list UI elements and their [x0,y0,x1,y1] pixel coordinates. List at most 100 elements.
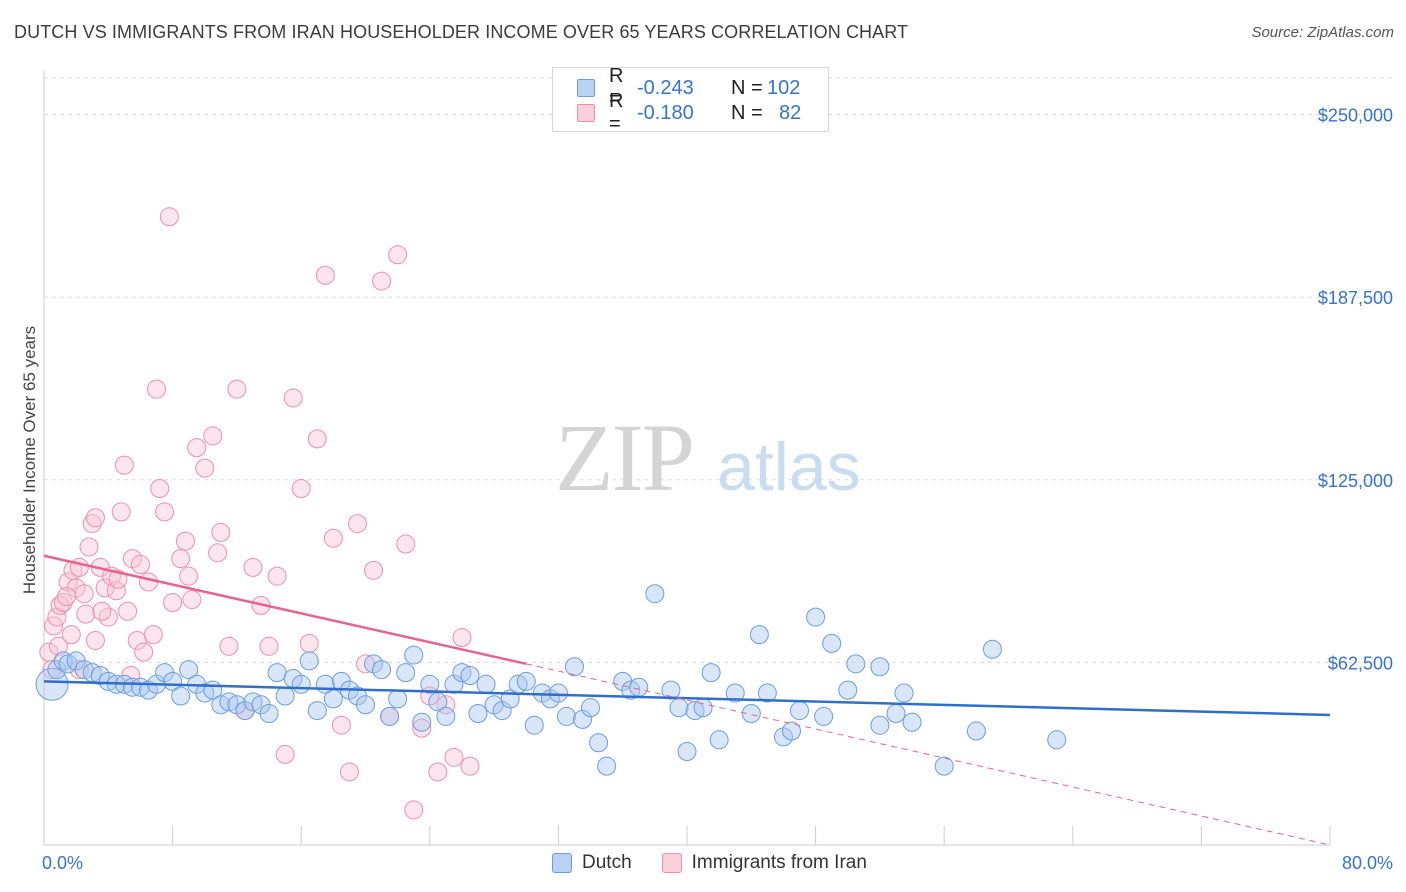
dutch-point [372,660,392,680]
iran-point [111,502,131,522]
iran-point [147,379,167,399]
dutch-point [323,689,343,709]
dutch-point [581,698,601,718]
dutch-point [814,706,834,726]
series-legend-iran[interactable]: Immigrants from Iran [661,852,867,874]
dutch-point [709,730,729,750]
iran-point [372,271,392,291]
iran-point [331,715,351,735]
iran-point [79,537,99,557]
iran-point [114,455,134,475]
iran-point [243,557,263,577]
series-swatch-dutch [552,853,572,873]
legend-r-value-dutch: -0.243 [637,76,694,99]
dutch-point [822,633,842,653]
iran-point [159,207,179,227]
iran-point [143,625,163,645]
dutch-point [436,706,456,726]
correlation-legend: R = -0.243 N = 102 R = -0.180 N = 82 [552,65,829,135]
iran-point [444,747,464,767]
iran-point [85,630,105,650]
iran-point [203,426,223,446]
iran-point [130,554,150,574]
dutch-point [701,663,721,683]
iran-point [150,479,170,499]
iran-point [460,756,480,776]
source-credit: Source: ZipAtlas.com [1251,24,1394,41]
y-axis-label: Householder Income Over 65 years [20,325,39,595]
y-tick-label: $125,000 [1318,471,1393,491]
iran-point [323,528,343,548]
dutch-point [259,704,279,724]
dutch-point [749,625,769,645]
iran-point [118,601,138,621]
legend-n-value-dutch: 102 [767,76,801,99]
legend-r-label: R = [609,90,624,135]
dutch-point [725,683,745,703]
legend-n-label: N = [731,76,763,99]
dutch-point [179,660,199,680]
dutch-point [741,704,761,724]
dutch-point [806,607,826,627]
legend-swatch-dutch [577,79,595,97]
iran-point [175,531,195,551]
iran-point [171,549,191,569]
dutch-point [307,701,327,721]
dutch-point [171,686,191,706]
dutch-point [589,733,609,753]
dutch-point [299,651,319,671]
iran-point [182,590,202,610]
iran-point [299,633,319,653]
legend-r-value-iran: -0.180 [637,101,694,124]
dutch-point [460,666,480,686]
iran-point [179,566,199,586]
iran-point [82,514,102,534]
iran-point [163,592,183,612]
iran-point [155,502,175,522]
dutch-point [468,704,488,724]
series-legend: Dutch Immigrants from Iran [552,852,897,874]
legend-swatch-iran [577,104,595,122]
y-tick-label: $62,500 [1328,653,1393,673]
dutch-point [781,721,801,741]
dutch-point [677,741,697,761]
iran-point [315,265,335,285]
dutch-point [966,721,986,741]
dutch-point [564,657,584,677]
iran-points [39,207,480,820]
dutch-point [556,706,576,726]
iran-point [108,569,128,589]
iran-point [92,601,112,621]
x-tick-label: 0.0% [42,853,83,873]
series-label-dutch: Dutch [582,852,632,873]
dutch-point [629,677,649,697]
dutch-points [35,584,1067,776]
iran-point [219,636,239,656]
x-tick-label: 80.0% [1342,853,1393,873]
dutch-point [870,715,890,735]
iran-point [347,514,367,534]
iran-point [211,522,231,542]
series-legend-dutch[interactable]: Dutch [552,852,632,874]
dutch-point [267,663,287,683]
iran-point [76,604,96,624]
watermark-zip: ZIP [555,404,693,511]
legend-row-iran: R = -0.180 N = 82 [577,90,802,135]
dutch-point [934,756,954,776]
tick-labels: $62,500 $125,000 $187,500 $250,000 0.0% 80.0% [42,106,1393,873]
iran-point [364,560,384,580]
iran-point [339,762,359,782]
dutch-point [669,698,689,718]
trend-lines [43,554,1331,846]
dutch-point [516,671,536,691]
iran-point [259,636,279,656]
dutch-point [982,639,1002,659]
legend-n-value-iran: 82 [779,101,802,124]
iran-point [275,744,295,764]
iran-point [187,438,207,458]
iran-point [195,458,215,478]
dutch-point [573,709,593,729]
iran-point [396,534,416,554]
iran-trend-line [43,554,527,666]
